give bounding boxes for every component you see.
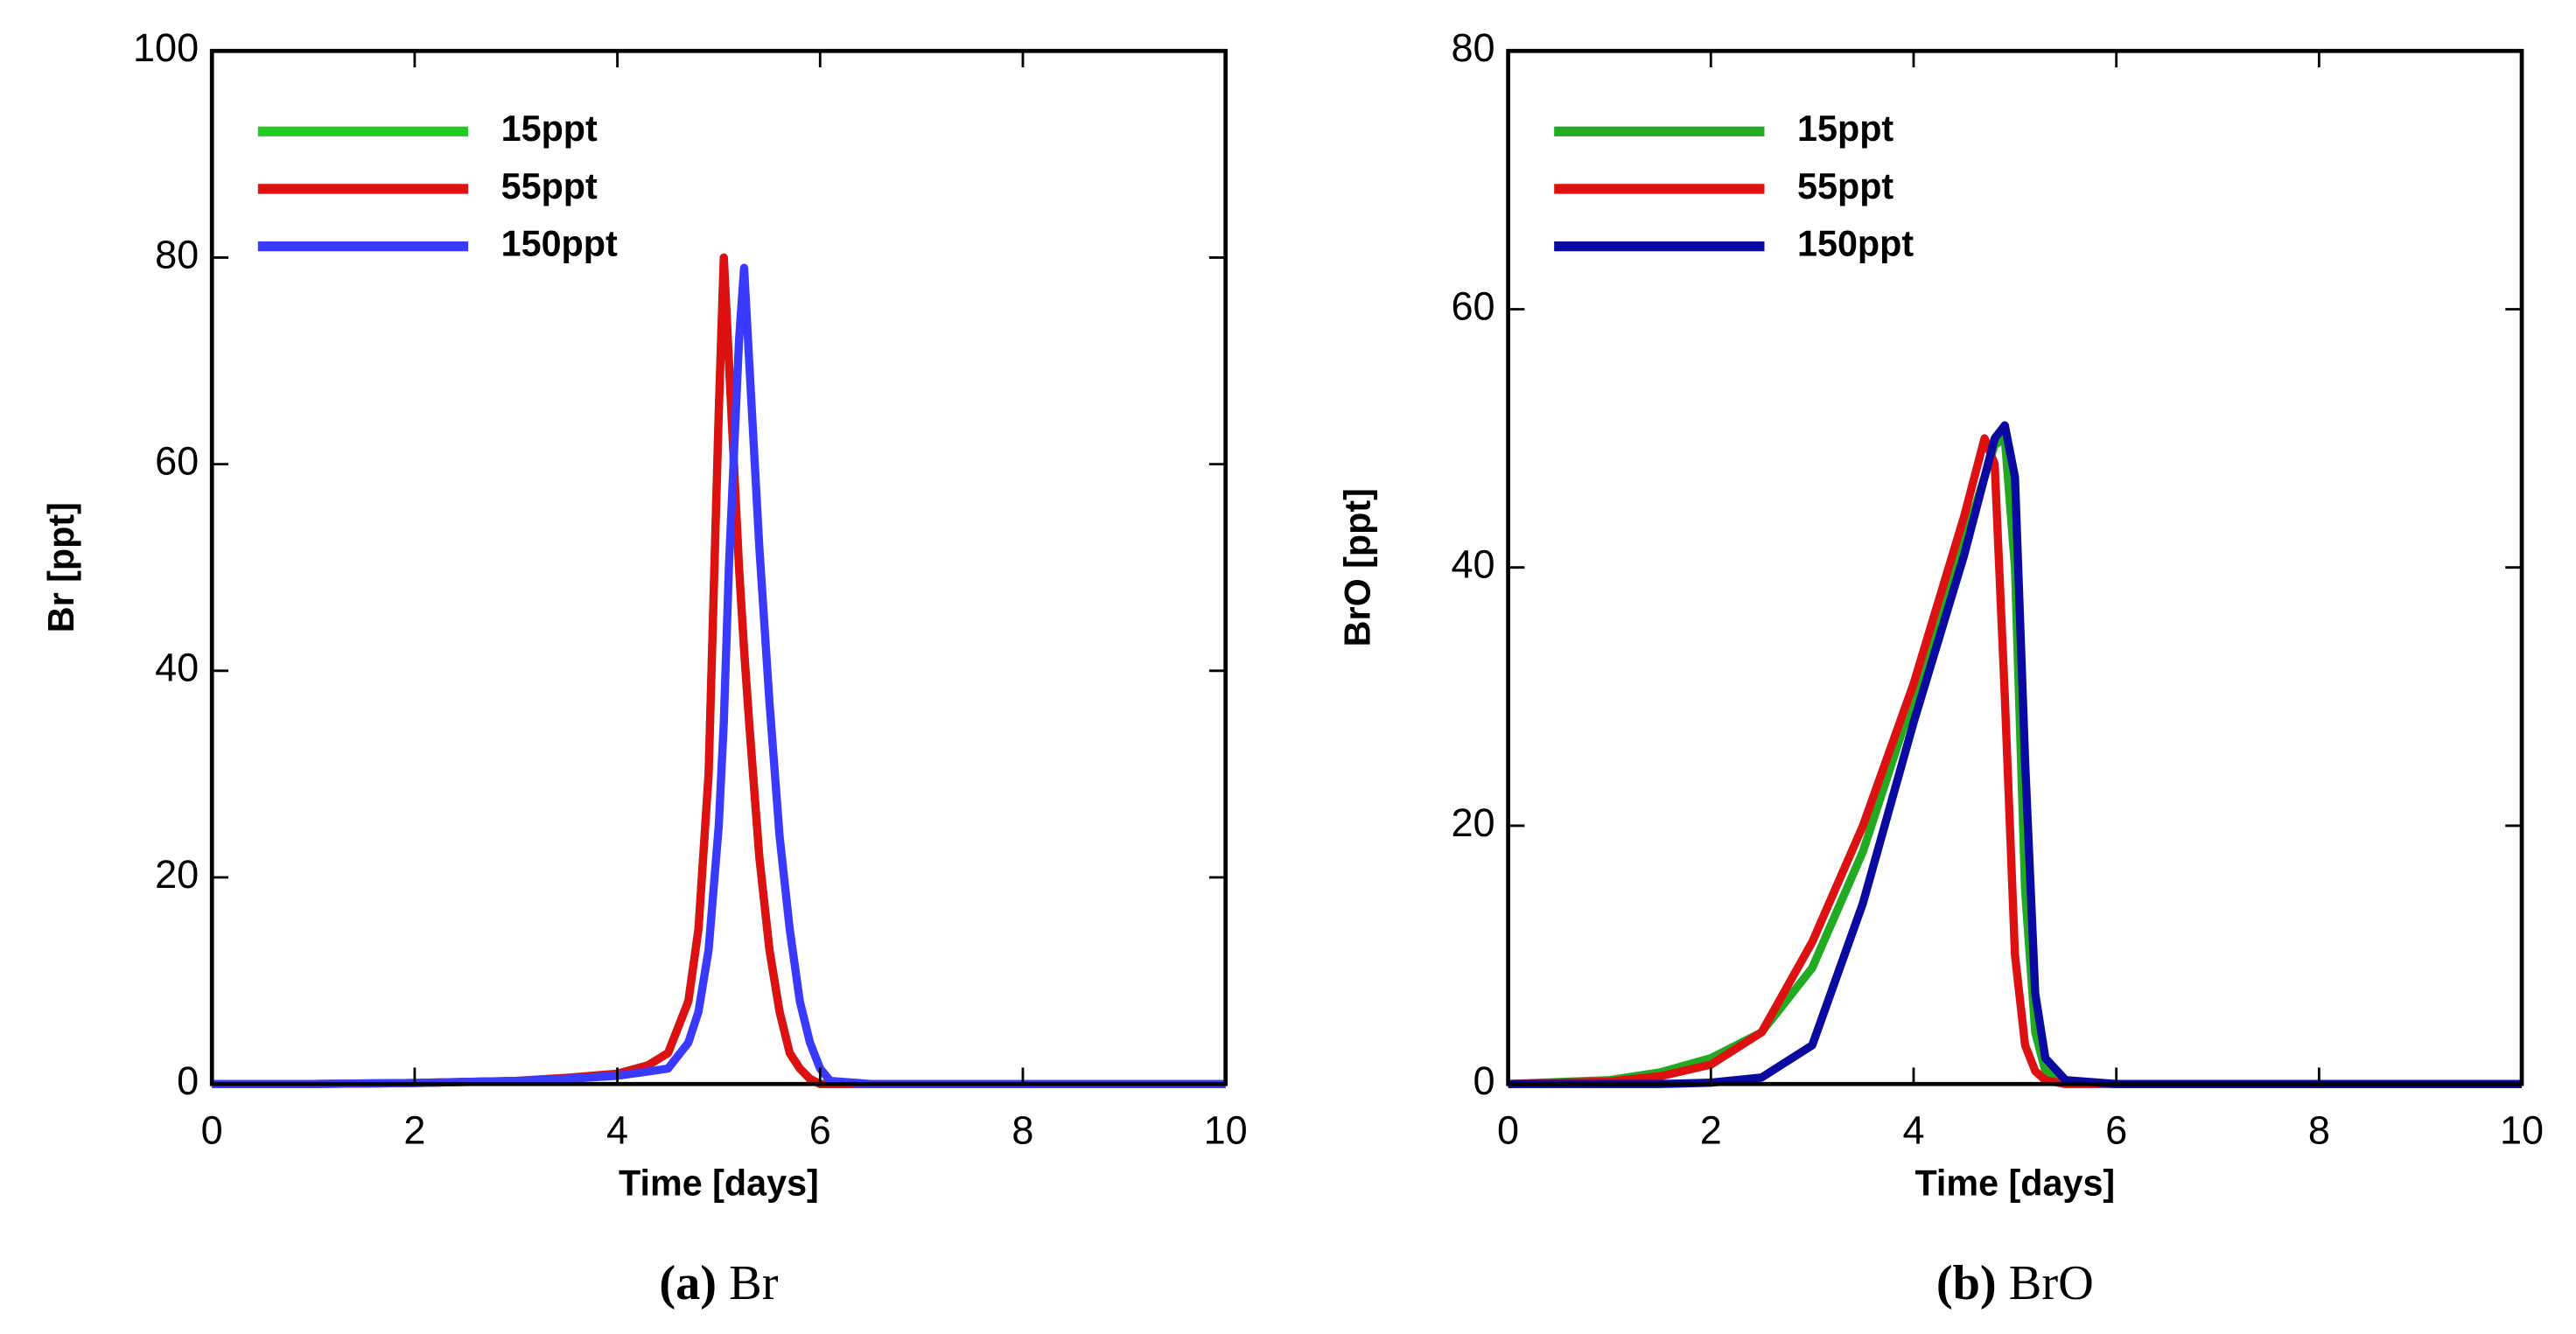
y-tick-label: 100: [133, 25, 199, 70]
x-tick-label: 2: [1700, 1107, 1722, 1152]
y-tick-label: 0: [177, 1058, 199, 1103]
legend-label: 55ppt: [501, 166, 598, 206]
subcaption: (b) BrO: [1936, 1256, 2094, 1310]
legend-label: 55ppt: [1797, 166, 1894, 206]
y-tick-label: 40: [1451, 542, 1494, 587]
series-line: [212, 253, 1226, 1088]
x-tick-label: 6: [809, 1107, 831, 1152]
legend-label: 15ppt: [501, 108, 598, 149]
y-tick-label: 40: [155, 646, 199, 690]
subcaption-text: Br: [729, 1256, 779, 1310]
subcaption-label: (b): [1936, 1256, 1997, 1310]
x-tick-label: 6: [2105, 1107, 2127, 1152]
x-tick-label: 8: [2308, 1107, 2330, 1152]
subcaption: (a) Br: [659, 1256, 778, 1310]
y-tick-label: 60: [155, 439, 199, 484]
y-axis-title: Br [ppt]: [41, 502, 81, 632]
plot-frame: [209, 48, 1228, 1086]
subcaption-label: (a): [659, 1256, 717, 1310]
x-tick-label: 8: [1012, 1107, 1033, 1152]
panel: 0 2 4 6 8 10 0 20 40 60 80 Time [days] BrO [ppt] 15pp…: [1338, 25, 2544, 1310]
x-tick-label: 0: [201, 1107, 223, 1152]
legend-label: 150ppt: [1797, 224, 1914, 264]
x-tick-label: 4: [1902, 1107, 1924, 1152]
y-tick-label: 0: [1474, 1058, 1495, 1103]
y-tick-label: 20: [155, 852, 199, 897]
y-tick-label: 80: [155, 232, 199, 276]
subcaption-text: BrO: [2009, 1256, 2094, 1310]
x-axis-title: Time [days]: [1914, 1163, 2115, 1204]
series-line: [212, 263, 1226, 1088]
x-tick-label: 10: [2500, 1107, 2544, 1152]
y-tick-label: 60: [1451, 283, 1494, 328]
x-tick-label: 10: [1204, 1107, 1248, 1152]
legend-label: 15ppt: [1797, 108, 1894, 149]
y-axis-title: BrO [ppt]: [1338, 488, 1378, 646]
legend-label: 150ppt: [501, 224, 618, 264]
x-axis-title: Time [days]: [619, 1163, 819, 1204]
y-tick-label: 20: [1451, 800, 1494, 845]
x-tick-label: 0: [1497, 1107, 1519, 1152]
x-tick-label: 4: [606, 1107, 628, 1152]
x-tick-label: 2: [403, 1107, 425, 1152]
y-tick-label: 80: [1451, 25, 1494, 70]
